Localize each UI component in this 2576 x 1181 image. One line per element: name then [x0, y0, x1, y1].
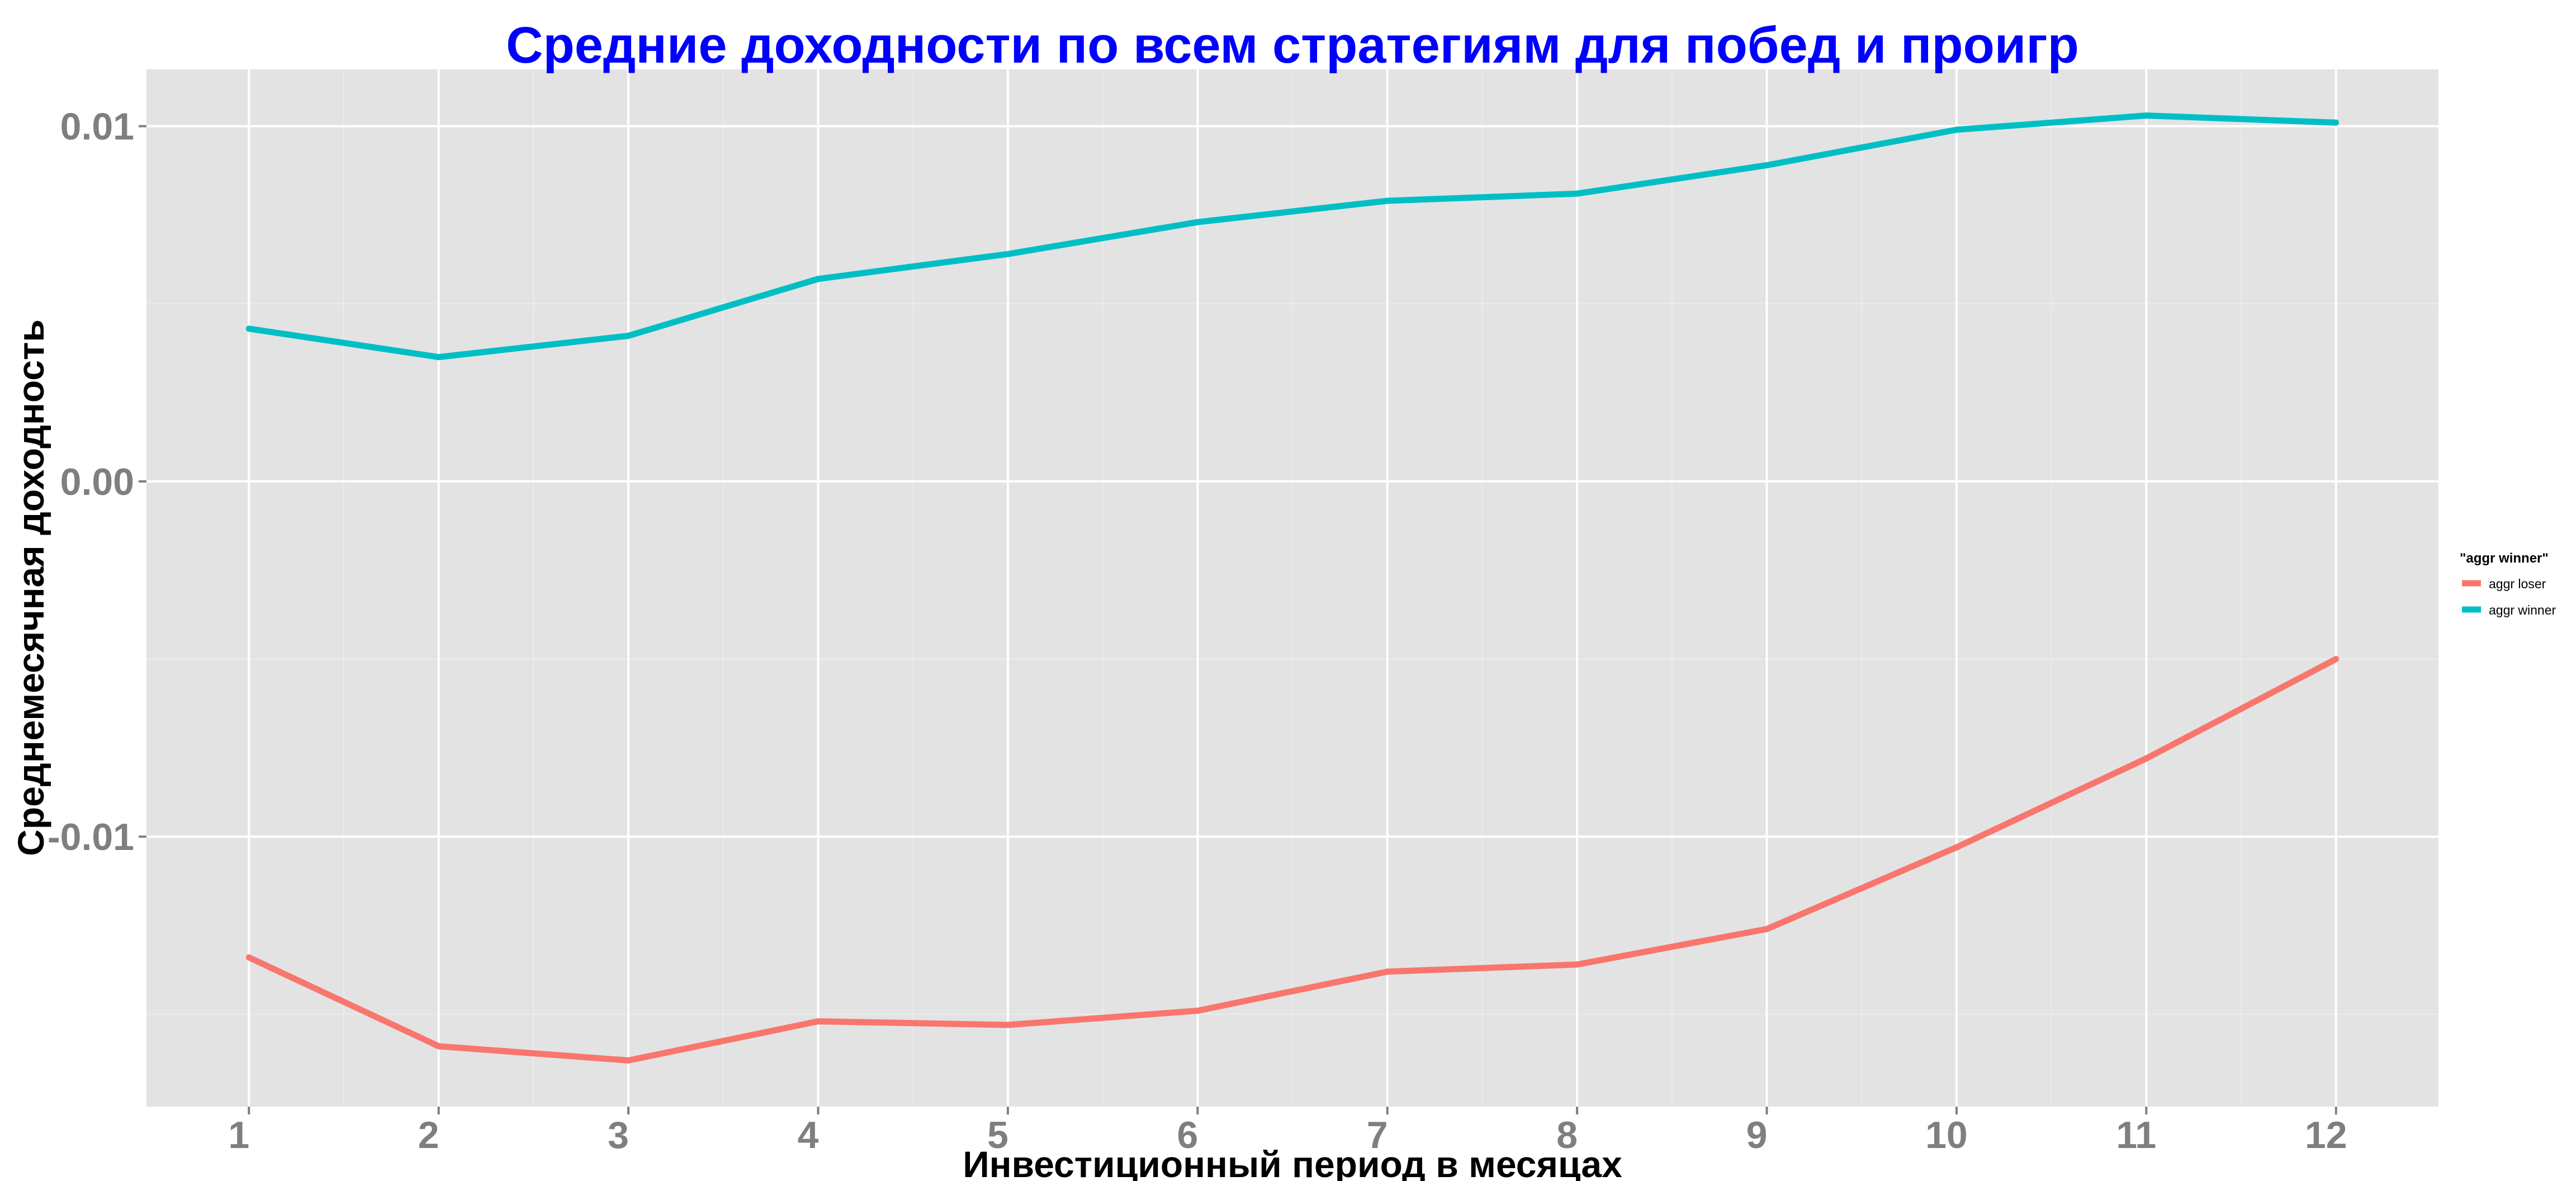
series-line-aggr-winner [248, 112, 2336, 361]
data-point-aggr-winner [245, 325, 252, 332]
x-tick-label: 4 [798, 1114, 819, 1156]
data-point-aggr-winner [2143, 112, 2149, 119]
x-tick-labels: 1 2 3 4 5 6 7 8 9 10 11 12 [228, 1114, 2347, 1156]
minor-grid-lines [146, 69, 2438, 1107]
data-point-aggr-loser [1953, 844, 1960, 851]
chart-title: Средние доходности по всем стратегиям дл… [506, 17, 2079, 74]
x-tick-label: 1 [228, 1114, 249, 1156]
x-tick-label: 7 [1367, 1114, 1388, 1156]
x-tick-label: 3 [608, 1114, 629, 1156]
data-point-aggr-loser [625, 1057, 632, 1064]
x-tick-label: 12 [2305, 1114, 2347, 1156]
data-point-aggr-winner [1005, 251, 1011, 257]
data-point-aggr-winner [1953, 126, 1960, 133]
y-tick-label: 0.01 [60, 106, 134, 148]
legend-title: "aggr winner" [2460, 551, 2549, 566]
data-point-aggr-winner [1194, 219, 1201, 225]
x-tick-label: 5 [987, 1114, 1008, 1156]
data-point-aggr-winner [625, 332, 632, 339]
y-tick-label: -0.01 [48, 816, 134, 858]
major-grid-lines [146, 69, 2438, 1107]
data-point-aggr-loser [1764, 925, 1770, 932]
data-point-aggr-loser [2143, 755, 2149, 762]
x-tick-label: 2 [418, 1114, 439, 1156]
series-line-aggr-loser [247, 656, 2338, 1064]
x-tick-label: 10 [1925, 1114, 1968, 1156]
series-lines [245, 112, 2340, 1064]
legend-item-aggr-winner: aggr winner [2462, 603, 2556, 617]
data-point-aggr-loser [435, 1043, 442, 1050]
data-point-aggr-winner [1574, 190, 1580, 197]
x-tick-label: 9 [1746, 1114, 1768, 1156]
data-point-aggr-loser [1194, 1007, 1201, 1014]
x-tick-label: 8 [1556, 1114, 1578, 1156]
x-tick-label: 6 [1177, 1114, 1198, 1156]
data-point-aggr-winner [435, 354, 442, 361]
x-axis-title: Инвестиционный период в месяцах [963, 1144, 1622, 1181]
x-tick-label: 11 [2116, 1114, 2156, 1156]
legend: "aggr winner" aggr loser aggr winner [2460, 551, 2556, 617]
data-point-aggr-loser [1574, 961, 1580, 968]
data-point-aggr-winner [1764, 162, 1770, 169]
data-point-aggr-loser [815, 1018, 821, 1025]
y-tick-labels: 0.01 0.00 -0.01 [48, 106, 134, 859]
legend-label-aggr-loser: aggr loser [2489, 577, 2546, 591]
data-point-aggr-winner [1384, 197, 1391, 204]
data-point-aggr-winner [815, 276, 821, 282]
legend-item-aggr-loser: aggr loser [2462, 577, 2546, 591]
data-point-aggr-loser [2333, 656, 2340, 663]
data-point-aggr-loser [1384, 969, 1391, 975]
y-axis-title: Среднемесячная доходность [10, 319, 51, 856]
data-point-aggr-loser [245, 954, 252, 961]
legend-label-aggr-winner: aggr winner [2489, 603, 2556, 617]
data-point-aggr-loser [1005, 1022, 1011, 1028]
data-point-aggr-winner [2333, 119, 2340, 126]
y-tick-label: 0.00 [60, 461, 134, 503]
axis-ticks [139, 125, 2337, 1114]
